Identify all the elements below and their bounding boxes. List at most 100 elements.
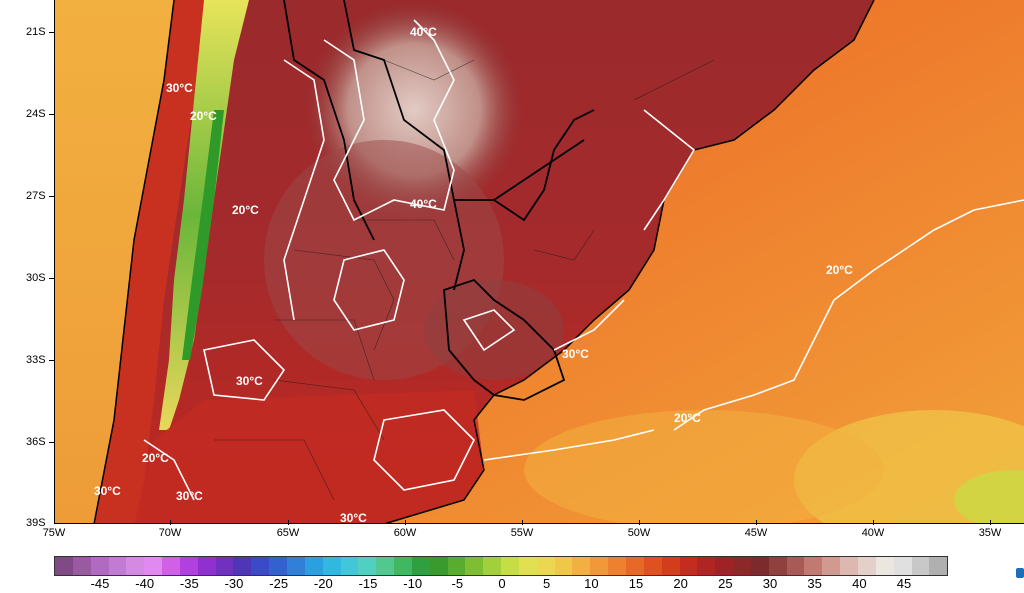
- lon-label: 35W: [978, 527, 1002, 539]
- colorbar-segment: [786, 557, 805, 575]
- colorbar-segment: [179, 557, 198, 575]
- colorbar-tick-label: 35: [807, 576, 822, 591]
- lat-tick: [49, 442, 54, 443]
- lat-label: 21S: [26, 26, 46, 38]
- lon-tick: [522, 520, 523, 525]
- colorbar-segment: [661, 557, 680, 575]
- lat-label: 33S: [26, 354, 46, 366]
- andes-green-core: [182, 110, 224, 360]
- colorbar-tick-label: -45: [90, 576, 110, 591]
- colorbar-segment: [340, 557, 359, 575]
- colorbar-segment: [197, 557, 216, 575]
- lon-tick: [639, 520, 640, 525]
- colorbar-segment: [501, 557, 519, 575]
- isotherm-label: 20°C: [232, 203, 259, 217]
- lat-label: 27S: [26, 190, 46, 202]
- lat-tick: [49, 114, 54, 115]
- y-axis-line: [54, 0, 55, 524]
- lon-tick: [756, 520, 757, 525]
- lon-tick: [990, 520, 991, 525]
- lon-label: 65W: [276, 527, 300, 539]
- colorbar-segment: [840, 557, 858, 575]
- colorbar-segment: [144, 557, 163, 575]
- lon-label: 55W: [510, 527, 534, 539]
- lon-label: 75W: [42, 527, 66, 539]
- isotherm-label: 20°C: [190, 109, 217, 123]
- chile-coast-strip: [94, 0, 204, 524]
- colorbar-segment: [643, 557, 662, 575]
- isotherm-label: 30°C: [562, 347, 589, 361]
- colorbar-segment: [465, 557, 484, 575]
- colorbar-tick-label: -30: [224, 576, 244, 591]
- colorbar-segment: [911, 557, 930, 575]
- lat-label: 39S: [26, 517, 46, 529]
- lon-label: 60W: [393, 527, 417, 539]
- colorbar-tick-label: 5: [543, 576, 551, 591]
- chile-coastline: [93, 0, 175, 524]
- lon-label: 50W: [627, 527, 651, 539]
- colorbar-segment: [857, 557, 876, 575]
- colorbar-segment: [804, 557, 823, 575]
- colorbar-segment: [126, 557, 145, 575]
- colorbar-segment: [286, 557, 305, 575]
- lon-label: 40W: [861, 527, 885, 539]
- colorbar-segment: [447, 557, 466, 575]
- colorbar-segment: [376, 557, 395, 575]
- colorbar-tick-label: 10: [584, 576, 599, 591]
- colorbar-segment: [322, 557, 341, 575]
- isotherm-label: 30°C: [166, 81, 193, 95]
- colorbar-segment: [554, 557, 573, 575]
- colorbar-segment: [572, 557, 591, 575]
- isotherm-label: 20°C: [826, 263, 853, 277]
- colorbar-segment: [429, 557, 448, 575]
- colorbar-tick-label: 0: [498, 576, 506, 591]
- colorbar-tick-label: 15: [628, 576, 644, 591]
- colorbar-tick-label: -15: [358, 576, 378, 591]
- isotherm-label: 30°C: [176, 489, 203, 503]
- ocean-warm-patch: [524, 410, 884, 524]
- colorbar-segment: [893, 557, 912, 575]
- isotherms: [143, 19, 1024, 501]
- lon-tick: [405, 520, 406, 525]
- colorbar-segment: [108, 557, 127, 575]
- coastline: [383, 0, 875, 524]
- lat-tick: [49, 278, 54, 279]
- colorbar-segment: [768, 557, 787, 575]
- colorbar-segment: [304, 557, 323, 575]
- pacific-ocean: [54, 0, 174, 524]
- colorbar-segment: [536, 557, 555, 575]
- temperature-colorbar: [54, 556, 948, 576]
- colorbar-tick-label: 45: [896, 576, 912, 591]
- colorbar-segment: [251, 557, 270, 575]
- country-borders: [283, 0, 595, 401]
- x-axis-line: [54, 523, 1024, 524]
- colorbar-segment: [733, 557, 751, 575]
- colorbar-segment: [590, 557, 609, 575]
- isotherm-label: 40°C: [410, 25, 437, 39]
- colorbar-tick-label: -10: [403, 576, 423, 591]
- colorbar-segment: [626, 557, 644, 575]
- colorbar-segment: [875, 557, 894, 575]
- colorbar-tick-label: 20: [673, 576, 688, 591]
- isotherm-label: 20°C: [674, 411, 701, 425]
- lat-label: 30S: [26, 272, 46, 284]
- colorbar-segment: [55, 557, 73, 575]
- colorbar-segment: [394, 557, 412, 575]
- colorbar-tick-label: -20: [313, 576, 333, 591]
- lon-label: 70W: [158, 527, 182, 539]
- colorbar-segment: [215, 557, 234, 575]
- isotherm-label: 20°C: [142, 451, 169, 465]
- colorbar-tick-label: -5: [451, 576, 464, 591]
- isotherm-label: 40°C: [410, 197, 437, 211]
- lon-label: 45W: [744, 527, 768, 539]
- colorbar-segment: [90, 557, 109, 575]
- colorbar-segment: [269, 557, 287, 575]
- patagonia-red: [134, 390, 484, 524]
- lat-label: 36S: [26, 436, 46, 448]
- isotherm-label: 30°C: [340, 511, 367, 524]
- colorbar-tick-label: 25: [718, 576, 733, 591]
- ocean-cool-patch-2: [954, 470, 1024, 524]
- colorbar-tick-label: -25: [269, 576, 289, 591]
- colorbar-segment: [233, 557, 252, 575]
